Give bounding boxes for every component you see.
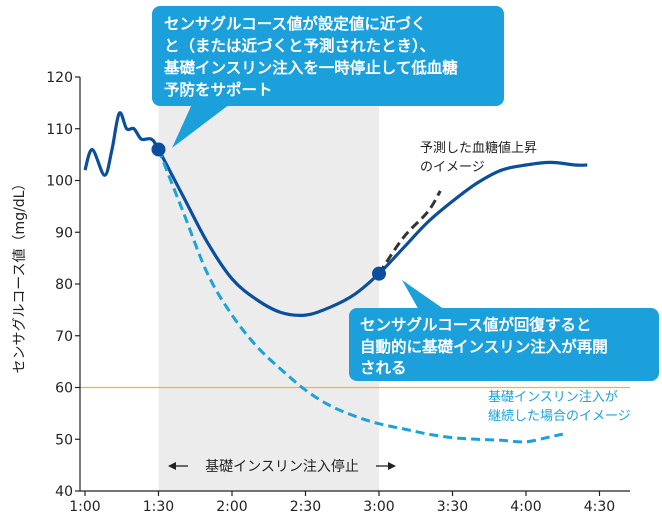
annotation-predicted-line-2: のイメージ bbox=[420, 160, 485, 175]
callout-resume-line-3: される bbox=[360, 359, 407, 377]
band-arrowhead-right bbox=[388, 462, 396, 470]
series-predicted-rise bbox=[377, 190, 442, 275]
callout-resume-line-1: センサグルコース値が回復すると bbox=[360, 315, 591, 334]
annotation-predicted-line-1: 予測した血糖値上昇 bbox=[420, 140, 537, 156]
x-ticks: 1:00 1:30 2:00 2:30 3:00 3:30 4:00 4:30 bbox=[69, 491, 615, 515]
callout-suspend-line-1: センサグルコース値が設定値に近づく bbox=[164, 14, 426, 33]
x-tick-label: 4:00 bbox=[510, 499, 541, 515]
data-marker bbox=[372, 266, 386, 281]
callout-resume: センサグルコース値が回復すると 自動的に基礎インスリン注入が再開 される bbox=[349, 280, 659, 381]
suspend-band bbox=[158, 77, 379, 491]
callout-suspend-pointer bbox=[172, 104, 230, 148]
y-tick-label: 80 bbox=[55, 277, 73, 293]
x-tick-label: 3:30 bbox=[437, 499, 468, 515]
series-group bbox=[83, 111, 588, 444]
callout-suspend-line-4: 予防をサポート bbox=[164, 80, 273, 99]
x-tick-label: 2:30 bbox=[290, 499, 321, 515]
y-tick-label: 40 bbox=[55, 484, 73, 500]
x-tick-label: 1:30 bbox=[143, 499, 174, 515]
y-tick-label: 110 bbox=[46, 122, 73, 138]
y-tick-label: 50 bbox=[55, 432, 73, 448]
y-tick-label: 60 bbox=[55, 381, 73, 397]
suspend-band-label: 基礎インスリン注入停止 bbox=[168, 458, 396, 475]
callout-resume-box bbox=[349, 308, 659, 381]
y-tick-label: 100 bbox=[46, 174, 73, 190]
x-tick-label: 4:30 bbox=[584, 499, 615, 515]
series-continued-basal bbox=[157, 148, 564, 444]
y-tick-label: 70 bbox=[55, 329, 73, 345]
band-arrowhead-left bbox=[168, 462, 176, 470]
x-tick-label: 2:00 bbox=[216, 499, 247, 515]
callout-suspend: センサグルコース値が設定値に近づく と（または近づくと予測されたとき）、 基礎イ… bbox=[152, 6, 504, 148]
annotation-continued-line-2: 継続した場合のイメージ bbox=[488, 409, 631, 424]
markers-group bbox=[151, 142, 386, 281]
x-tick-label: 3:00 bbox=[363, 499, 394, 515]
y-tick-label: 120 bbox=[46, 70, 73, 86]
callout-resume-pointer bbox=[402, 280, 448, 312]
y-ticks: 40 50 60 70 80 90 100 110 120 bbox=[46, 70, 80, 500]
y-tick-label: 90 bbox=[55, 225, 73, 241]
data-marker bbox=[151, 142, 166, 157]
series-sensor-glucose bbox=[83, 111, 588, 317]
callout-suspend-line-2: と（または近づくと予測されたとき）、 bbox=[164, 36, 435, 55]
callout-suspend-box bbox=[152, 6, 504, 106]
x-tick-label: 1:00 bbox=[69, 499, 100, 515]
callout-suspend-line-3: 基礎インスリン注入を一時停止して低血糖 bbox=[163, 58, 458, 77]
y-axis-label: センサグルコース値（mg/dL） bbox=[12, 177, 28, 374]
callout-resume-line-2: 自動的に基礎インスリン注入が再開 bbox=[360, 337, 608, 356]
suspend-band-text: 基礎インスリン注入停止 bbox=[205, 458, 359, 475]
annotation-continued-line-1: 基礎インスリン注入が bbox=[488, 390, 618, 405]
